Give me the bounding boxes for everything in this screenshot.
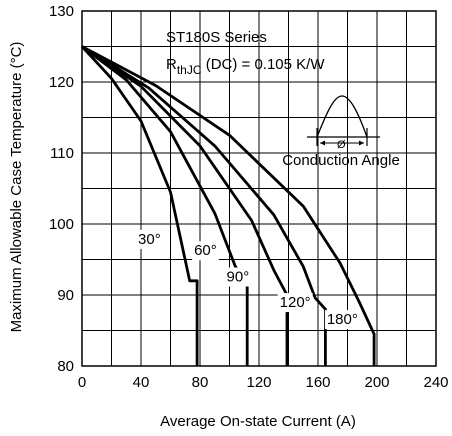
- series-label-background: [192, 241, 219, 261]
- x-tick-label: 200: [364, 374, 389, 391]
- y-tick-labels: 80 90 100 110 120 130: [49, 3, 74, 375]
- x-axis-label: Average On-state Current (A): [160, 413, 356, 430]
- y-axis-label: Maximum Allowable Case Temperature (°C): [8, 42, 25, 333]
- x-tick-label: 80: [192, 374, 209, 391]
- inset-arrowhead-right: [359, 140, 364, 146]
- y-tick-label: 130: [49, 3, 74, 20]
- series-line: [81, 45, 289, 366]
- series-label: 30°: [138, 231, 161, 248]
- inset-arrowhead-left: [320, 140, 325, 146]
- series-line: [80, 45, 199, 366]
- inset-sine-pulse: [316, 95, 368, 138]
- y-tick-label: 120: [49, 74, 74, 91]
- series-label: 180°: [327, 311, 358, 328]
- series-label: 120°: [280, 294, 311, 311]
- series-label: 90°: [227, 269, 250, 286]
- y-tick-label: 90: [57, 287, 74, 304]
- conduction-angle-inset: Ø Conduction Angle: [282, 95, 400, 169]
- inset-angle-symbol: Ø: [337, 139, 346, 151]
- thermal-resistance-value: (DC) = 0.105 K/W: [202, 56, 326, 73]
- series-label: 60°: [194, 242, 217, 259]
- y-tick-label: 110: [50, 145, 74, 162]
- series-label-background: [324, 310, 360, 330]
- thermal-resistance-annotation: RthJC (DC) = 0.105 K/W: [166, 56, 325, 77]
- inset-label: Conduction Angle: [282, 152, 400, 169]
- series-line: [81, 45, 376, 366]
- x-tick-label: 160: [305, 374, 330, 391]
- series-line: [81, 45, 327, 366]
- x-tick-label: 240: [423, 374, 448, 391]
- grid: [82, 11, 436, 366]
- series-line: [81, 45, 249, 366]
- y-tick-label: 100: [49, 216, 74, 233]
- curves: 30° 60° 90° 120° 180°: [80, 45, 376, 366]
- series-label-background: [136, 229, 163, 249]
- x-tick-label: 0: [78, 374, 86, 391]
- x-tick-labels: 0 40 80 120 160 200 240: [78, 374, 449, 391]
- x-tick-label: 120: [246, 374, 271, 391]
- series-label-background: [224, 267, 252, 287]
- y-tick-label: 80: [57, 358, 74, 375]
- series-title-annotation: ST180S Series: [166, 29, 267, 46]
- series-label-background: [277, 293, 313, 313]
- thermal-resistance-symbol: R: [166, 56, 177, 73]
- x-tick-label: 40: [133, 374, 150, 391]
- plot-frame: [81, 10, 437, 367]
- thermal-resistance-subscript: thJC: [177, 63, 202, 77]
